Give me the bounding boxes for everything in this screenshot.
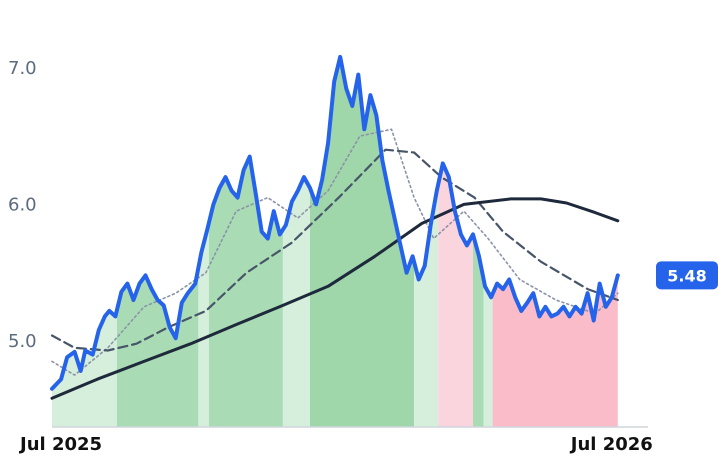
y-tick-label: 6.0 (8, 194, 37, 215)
slow-ma-line (50, 197, 620, 400)
last-value-badge (656, 261, 718, 290)
area-segment-4 (208, 156, 283, 427)
fast-ma-line (51, 128, 619, 376)
area-segment-6 (310, 56, 415, 428)
area-segment-10 (483, 278, 493, 427)
area-segment-9 (473, 234, 484, 427)
price-line (50, 54, 620, 391)
area-segment-2 (116, 267, 199, 427)
x-axis: Jul 2025 Jul 2026 (18, 434, 653, 455)
x-tick-label: Jul 2026 (569, 434, 653, 455)
area-segment-7 (414, 183, 439, 427)
y-axis: 5.0 6.0 7.0 (8, 58, 37, 352)
area-segment-1 (52, 310, 117, 427)
last-value-marker: 5.48 (656, 261, 718, 290)
area-segment-3 (198, 222, 209, 427)
mid-ma-line (50, 148, 619, 352)
area-segment-8 (438, 163, 473, 427)
series-lines (50, 54, 620, 400)
y-tick-label: 7.0 (8, 58, 37, 79)
y-tick-label: 5.0 (8, 331, 37, 352)
area-segment-11 (492, 275, 618, 427)
x-tick-label: Jul 2025 (18, 434, 102, 455)
area-segment-5 (282, 177, 310, 427)
last-value-label: 5.48 (667, 266, 706, 285)
area-fills (52, 56, 618, 428)
